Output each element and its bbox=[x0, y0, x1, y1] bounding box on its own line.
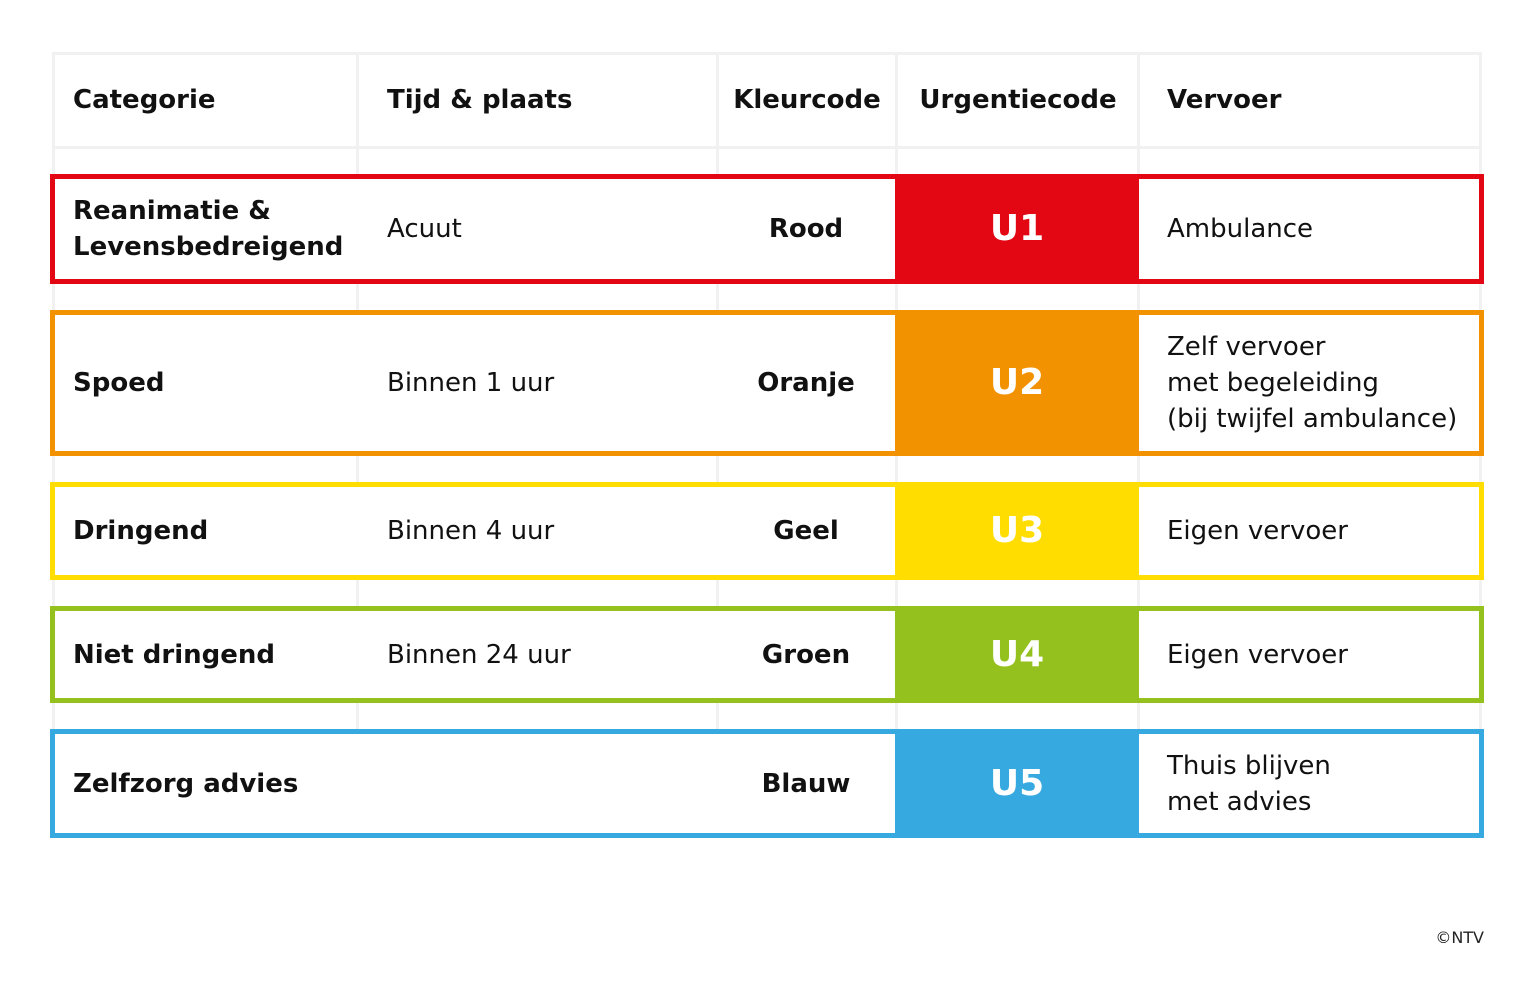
header-cell: Kleurcode bbox=[733, 85, 881, 115]
time-cell: Binnen 4 uur bbox=[387, 516, 555, 546]
row-frame bbox=[50, 174, 1484, 284]
category-cell: Reanimatie & Levensbedreigend bbox=[73, 196, 344, 262]
transport-cell: Zelf vervoer met begeleiding (bij twijfe… bbox=[1167, 332, 1458, 434]
color-name-cell: Blauw bbox=[761, 768, 851, 799]
time-cell: Binnen 1 uur bbox=[387, 368, 555, 398]
color-name-cell: Geel bbox=[773, 516, 839, 546]
copyright: ©NTV bbox=[1435, 928, 1484, 947]
category-cell: Zelfzorg advies bbox=[73, 768, 299, 799]
row-frame bbox=[50, 729, 1484, 838]
grid-line bbox=[52, 146, 1482, 149]
code-cell: U2 bbox=[895, 310, 1139, 456]
header-cell: Urgentiecode bbox=[919, 85, 1117, 115]
time-cell: Binnen 24 uur bbox=[387, 639, 571, 670]
code-cell: U3 bbox=[895, 482, 1139, 580]
row-frame bbox=[50, 482, 1484, 580]
color-name-cell: Oranje bbox=[757, 368, 855, 398]
header-cell: Categorie bbox=[73, 85, 216, 115]
header-cell: Vervoer bbox=[1167, 85, 1282, 115]
color-name-cell: Rood bbox=[768, 214, 844, 244]
row-frame bbox=[50, 310, 1484, 456]
code-cell: U5 bbox=[895, 729, 1139, 838]
transport-cell: Thuis blijven met advies bbox=[1167, 750, 1331, 817]
time-cell: Acuut bbox=[387, 214, 462, 244]
transport-cell: Eigen vervoer bbox=[1167, 516, 1348, 546]
category-cell: Niet dringend bbox=[73, 639, 276, 670]
grid-line bbox=[52, 52, 1482, 55]
header-cell: Tijd & plaats bbox=[387, 85, 573, 115]
category-cell: Spoed bbox=[73, 368, 165, 398]
color-name-cell: Groen bbox=[761, 639, 851, 670]
code-cell: U1 bbox=[895, 174, 1139, 284]
code-cell: U4 bbox=[895, 606, 1139, 703]
category-cell: Dringend bbox=[73, 516, 209, 546]
row-frame bbox=[50, 606, 1484, 703]
transport-cell: Ambulance bbox=[1167, 214, 1314, 244]
transport-cell: Eigen vervoer bbox=[1167, 639, 1348, 670]
